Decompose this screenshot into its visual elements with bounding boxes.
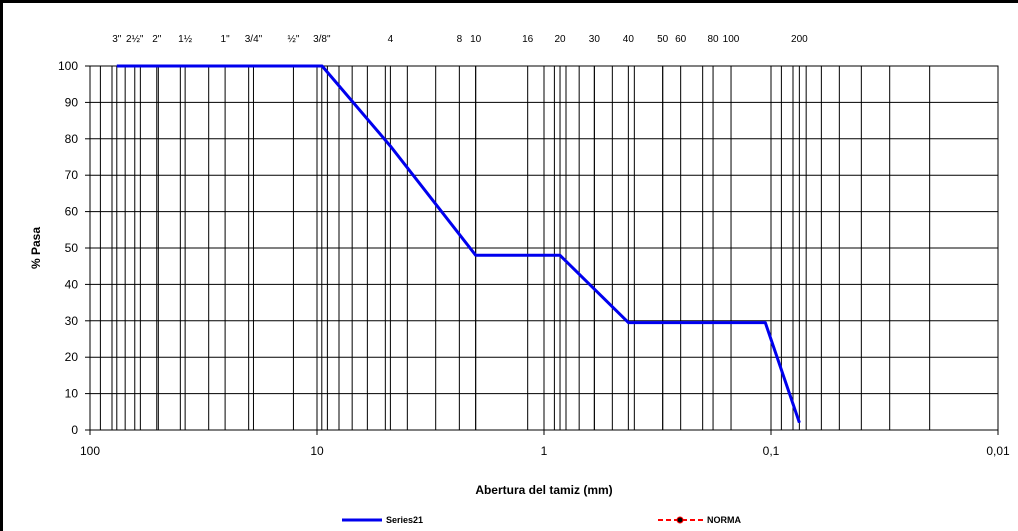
sieve-label: 2½" <box>126 34 144 45</box>
sieve-label: 200 <box>791 34 808 45</box>
sieve-label: 4 <box>388 34 394 45</box>
y-tick-label: 80 <box>65 132 79 146</box>
x-tick-label: 1 <box>541 444 548 458</box>
legend-label-series21: Series21 <box>386 515 423 525</box>
series-lines <box>116 64 801 424</box>
x-tick-label: 100 <box>80 444 100 458</box>
x-tick-label: 0,01 <box>986 444 1010 458</box>
grid-lines <box>90 65 998 431</box>
series-line <box>116 64 801 424</box>
sieve-label: 3/8" <box>313 34 331 45</box>
y-axis-ticks: 0 10 20 30 40 50 60 70 80 90 100 <box>58 59 90 437</box>
sieve-label: 3/4" <box>245 34 263 45</box>
x-tick-label: 10 <box>310 444 324 458</box>
sieve-label: 10 <box>470 34 482 45</box>
y-tick-label: 90 <box>65 95 79 109</box>
sieve-label: 8 <box>457 34 463 45</box>
legend-label-norma: NORMA <box>707 515 741 525</box>
sieve-label: 16 <box>522 34 534 45</box>
y-tick-label: 70 <box>65 168 79 182</box>
legend-marker-norma <box>676 516 684 524</box>
sieve-label: 20 <box>554 34 566 45</box>
sieve-labels: 3" 2½" 2" 1½ 1" 3/4" ½" 3/8" 4 8 10 16 20 30 40 50 60 80 1… <box>112 34 808 45</box>
legend: Series21 NORMA <box>342 515 741 525</box>
sieve-label: 50 <box>657 34 669 45</box>
y-tick-label: 30 <box>65 314 79 328</box>
y-tick-label: 0 <box>71 423 78 437</box>
sieve-label: 40 <box>623 34 635 45</box>
y-tick-label: 60 <box>65 205 79 219</box>
sieve-label: 3" <box>112 34 122 45</box>
y-tick-label: 100 <box>58 59 78 73</box>
x-tick-label: 0,1 <box>763 444 780 458</box>
sieve-label: 100 <box>723 34 740 45</box>
y-axis-title: % Pasa <box>29 227 43 269</box>
x-axis-ticks: 100 10 1 0,1 0,01 <box>80 430 1010 458</box>
x-axis-title: Abertura del tamiz (mm) <box>475 483 612 497</box>
sieve-label: 30 <box>589 34 601 45</box>
sieve-label: 1½ <box>178 34 193 45</box>
sieve-label: 1" <box>221 34 231 45</box>
sieve-label: 80 <box>707 34 719 45</box>
sieve-label: 60 <box>675 34 687 45</box>
sieve-label: ½" <box>287 34 299 45</box>
y-tick-label: 20 <box>65 350 79 364</box>
y-tick-label: 40 <box>65 277 79 291</box>
y-tick-label: 10 <box>65 387 79 401</box>
y-tick-label: 50 <box>65 241 79 255</box>
sieve-label: 2" <box>152 34 162 45</box>
